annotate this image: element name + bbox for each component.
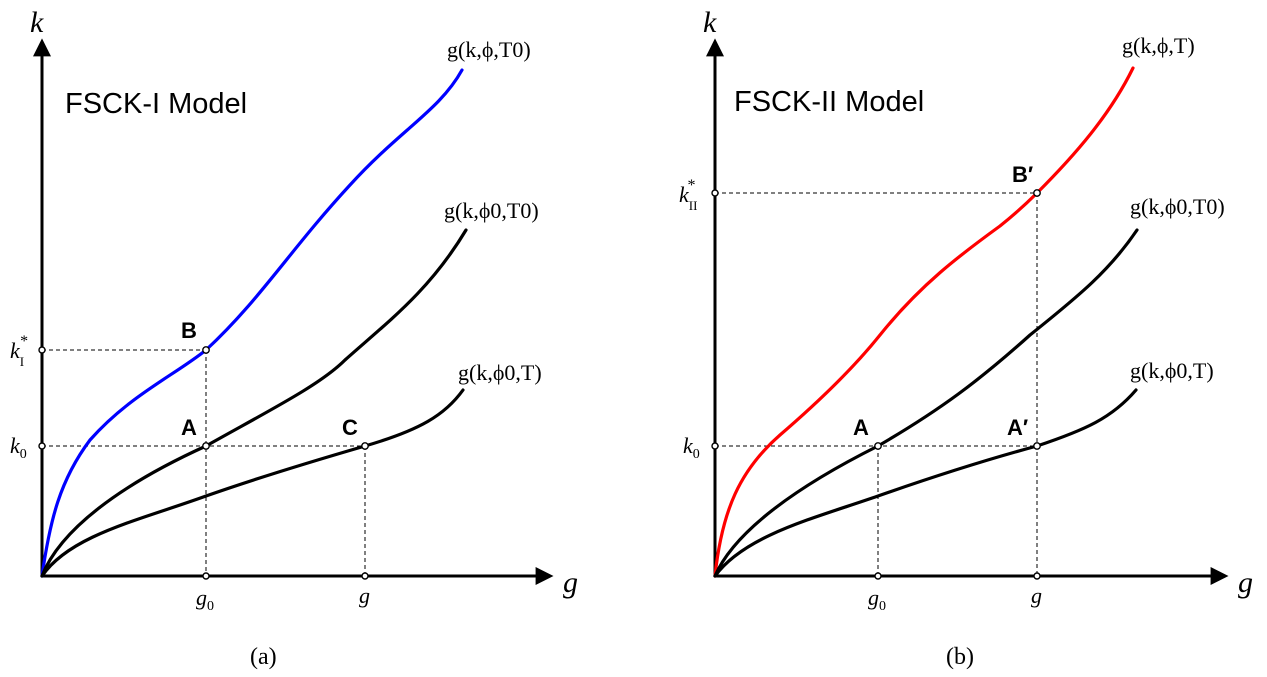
svg-text:kI*: kI* [10,333,28,369]
curve-label-upper-a: g(k,ϕ0,T0) [444,198,539,223]
tick-k0-a [38,442,46,450]
curve-label-upper-b: g(k,ϕ0,T0) [1130,194,1225,219]
point-a-prime-b [1033,442,1041,450]
svg-text:k0: k0 [683,433,700,462]
curve-label-red-b: g(k,ϕ,T) [1122,33,1195,58]
tick-g-b [1033,572,1041,580]
tick-k0-b [711,442,719,450]
tick-k-star-a [38,346,46,354]
point-label-a-b: A [853,415,869,440]
tick-g-a [361,572,369,580]
curve-lower-black-a [40,388,465,578]
y-tick-label-k-star-a: kI* [10,333,28,369]
point-c-a [361,442,369,450]
point-label-c-a: C [342,415,358,440]
tick-g0-a [202,572,210,580]
panel-title-b: FSCK-II Model [734,86,924,118]
curve-upper-black-b [713,228,1139,578]
svg-text:g0: g0 [196,585,214,614]
point-label-b-a: B [181,318,197,343]
point-a-a [202,442,210,450]
curve-label-lower-a: g(k,ϕ0,T) [458,360,542,385]
tick-g0-b [874,572,882,580]
svg-text:kII*: kII* [679,177,697,213]
curve-red-b [713,66,1135,578]
x-tick-label-g0-a: g0 [196,585,214,614]
curve-label-lower-b: g(k,ϕ0,T) [1130,358,1214,383]
x-tick-label-g-a: g [359,583,370,608]
y-tick-label-k-star-b: kII* [679,177,697,213]
caption-b: (b) [946,644,974,670]
y-axis-label-a: k [30,6,44,39]
point-b-prime-b [1033,189,1041,197]
x-tick-label-g-b: g [1031,583,1042,608]
x-axis-label-a: g [563,566,578,599]
y-tick-label-k0-b: k0 [683,433,700,462]
svg-text:k0: k0 [10,433,27,462]
curve-blue-a [40,68,464,578]
y-tick-label-k0-a: k0 [10,433,27,462]
point-label-a-prime-b: A′ [1007,415,1028,440]
panel-b: k g FSCK-II Model g(k,ϕ,T) g(k,ϕ0,T0) g(… [679,6,1253,670]
x-axis-label-b: g [1238,566,1253,599]
curve-lower-black-b [713,388,1138,578]
panel-a: k g FSCK-I Model g(k,ϕ,T0) g(k,ϕ0,T0) g(… [10,6,578,670]
tick-k-star-b [711,189,719,197]
curve-upper-black-a [40,228,468,578]
x-tick-label-g0-b: g0 [868,585,886,614]
panel-title-a: FSCK-I Model [65,88,247,120]
point-label-b-prime-b: B′ [1012,162,1033,187]
svg-text:g0: g0 [868,585,886,614]
point-b-a [202,346,210,354]
caption-a: (a) [250,644,277,670]
curve-label-blue-a: g(k,ϕ,T0) [447,37,531,62]
point-a-b [874,442,882,450]
y-axis-label-b: k [703,6,717,39]
point-label-a-a: A [181,415,197,440]
